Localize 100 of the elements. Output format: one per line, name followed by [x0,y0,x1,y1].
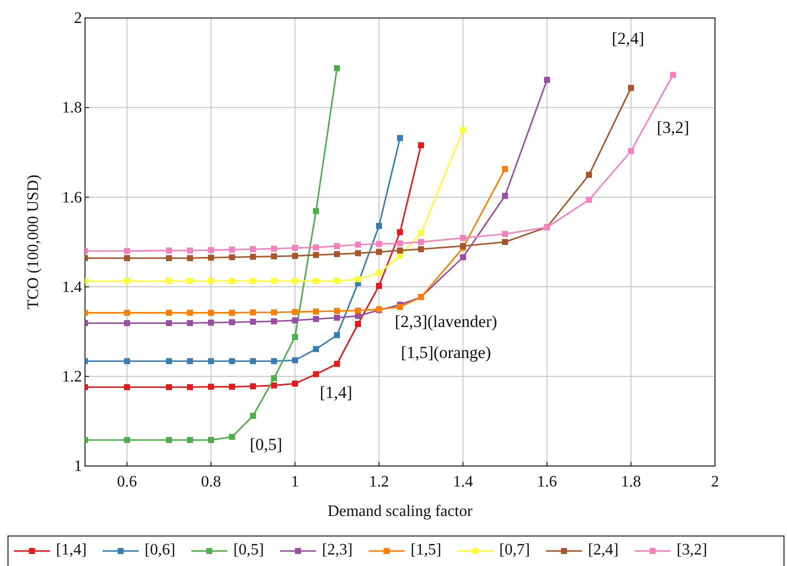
point [460,234,466,241]
point [124,320,130,326]
point [355,242,361,248]
point [313,308,319,314]
legend-label: [1,4] [56,542,87,559]
x-tick-label: 1 [291,474,299,491]
point [166,248,172,254]
point [166,437,172,444]
point [187,358,193,364]
point [502,166,508,172]
point [313,208,319,214]
point [418,246,424,252]
point [376,248,382,255]
point [250,278,256,284]
point [376,222,382,229]
point [208,384,214,390]
legend-label: [2,3] [322,542,353,559]
point [418,230,424,236]
point [187,248,193,254]
point [292,252,298,259]
legend-label: [2,4] [588,542,619,559]
point [292,334,298,340]
point [250,246,256,252]
legend-label: [3,2] [676,542,708,559]
point [376,282,382,289]
point [187,320,193,326]
point [334,65,340,72]
point [355,308,361,314]
point [166,255,172,262]
x-tick-label: 1.4 [453,474,473,491]
legend-label: [1,5] [410,542,442,559]
point [166,310,172,316]
point [124,255,130,262]
y-tick-label: 1.4 [62,278,82,296]
point [670,72,676,78]
point [208,437,214,444]
point [376,270,382,276]
point [124,310,130,316]
annotation: [2,4] [612,28,644,48]
point [586,172,592,178]
y-tick-label: 1.6 [62,189,82,206]
point [208,247,214,254]
point [502,239,508,245]
point [124,248,130,254]
point [313,371,319,378]
legend-label: [0,7] [499,542,530,559]
point [397,229,403,236]
annotation: [1,5](orange) [400,342,492,362]
point [229,278,235,284]
point [250,383,256,390]
point [271,382,277,388]
point [271,375,277,382]
point [628,148,634,154]
x-tick-label: 1.6 [537,474,557,491]
point [250,358,256,364]
point [187,255,193,262]
point [418,239,424,245]
point [271,246,277,252]
point [229,358,235,364]
point [502,230,508,237]
point [355,250,361,256]
point [586,196,592,203]
point [397,135,403,142]
point [313,316,319,322]
point [208,358,214,364]
point [334,278,340,284]
x-tick-label: 0.6 [117,474,137,491]
x-tick-label: 1.2 [369,474,389,491]
point [313,252,319,258]
point [250,254,256,260]
point [271,309,277,316]
point [124,384,130,390]
point [292,244,298,251]
point [187,384,193,390]
point [334,308,340,314]
point [229,434,235,440]
point [124,358,130,364]
y-tick-label: 2 [74,10,82,28]
point [460,127,466,133]
point [334,243,340,250]
x-tick-label: 1.8 [621,474,641,491]
annotation: [1,4] [320,382,352,402]
point [292,380,298,387]
point [271,278,277,284]
x-tick-label: 2 [711,474,719,491]
point [313,346,319,352]
annotation: [0,5] [250,434,282,454]
point [628,84,634,91]
point [460,254,466,260]
point [397,240,403,246]
point [376,240,382,247]
point [271,253,277,260]
point [229,384,235,390]
point [166,358,172,364]
point [334,332,340,338]
point [166,320,172,326]
point [124,437,130,444]
point [313,244,319,250]
annotation: [3,2] [656,118,690,137]
point [229,246,235,253]
